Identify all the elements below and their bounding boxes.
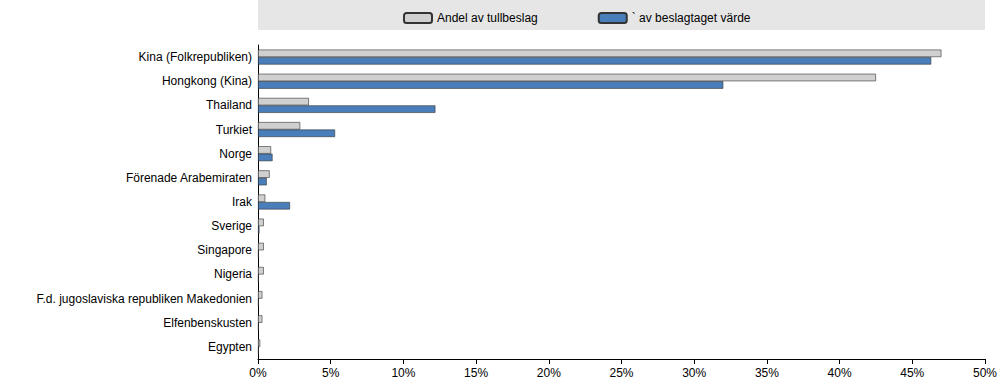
svg-text:50%: 50% [973,366,997,380]
svg-text:5%: 5% [322,366,340,380]
svg-text:Förenade Arabemiraten: Förenade Arabemiraten [126,171,252,185]
svg-text:Irak: Irak [232,195,253,209]
svg-text:45%: 45% [900,366,924,380]
svg-text:25%: 25% [609,366,633,380]
svg-text:Norge: Norge [219,147,252,161]
svg-text:Sverige: Sverige [211,219,252,233]
svg-text:0%: 0% [249,366,267,380]
svg-text:Thailand: Thailand [206,98,252,112]
svg-text:Egypten: Egypten [208,340,252,354]
svg-text:Singapore: Singapore [197,243,252,257]
svg-text:Hongkong (Kina): Hongkong (Kina) [162,74,252,88]
svg-text:15%: 15% [464,366,488,380]
svg-text:40%: 40% [828,366,852,380]
svg-text:30%: 30% [682,366,706,380]
svg-text:Turkiet: Turkiet [216,123,253,137]
svg-text:10%: 10% [391,366,415,380]
svg-text:35%: 35% [755,366,779,380]
svg-text:Nigeria: Nigeria [214,267,252,281]
svg-text:Elfenbenskusten: Elfenbenskusten [163,316,252,330]
svg-text:Kina (Folkrepubliken): Kina (Folkrepubliken) [139,50,252,64]
svg-text:` av beslagtaget värde: ` av beslagtaget värde [632,11,751,25]
svg-text:20%: 20% [537,366,561,380]
svg-text:F.d. jugoslaviska republiken M: F.d. jugoslaviska republiken Makedonien [37,292,252,306]
svg-text:Andel av tullbeslag: Andel av tullbeslag [437,11,538,25]
